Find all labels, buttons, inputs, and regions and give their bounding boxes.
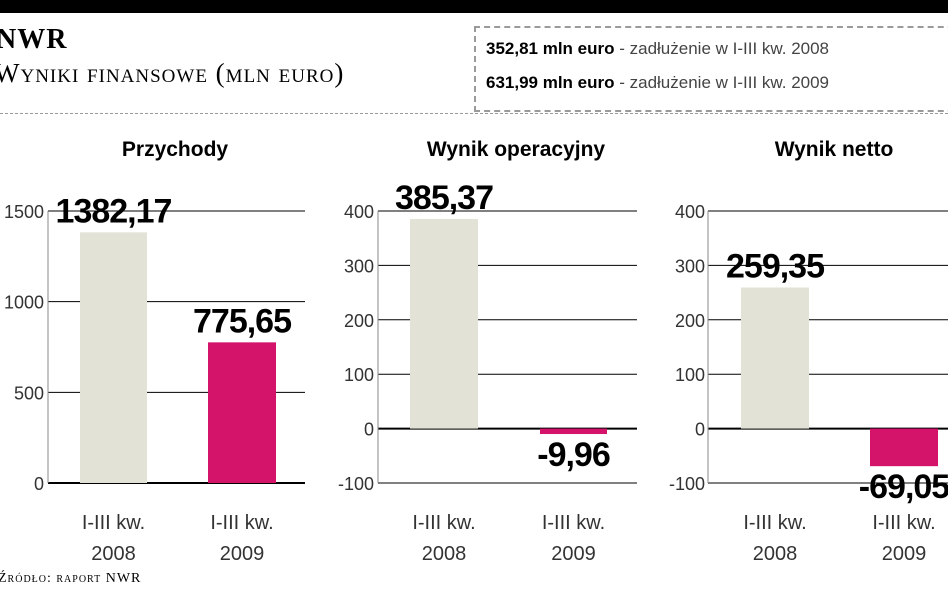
chart-title: Przychody bbox=[122, 138, 229, 161]
x-category-label: I-III kw. bbox=[743, 512, 806, 534]
y-tick-label: 0 bbox=[34, 474, 44, 494]
y-tick-label: 100 bbox=[344, 365, 374, 385]
bar-2008 bbox=[80, 232, 147, 483]
debt-text-2008: - zadłużenie w I-III kw. 2008 bbox=[614, 39, 830, 58]
y-tick-label: 0 bbox=[364, 420, 374, 440]
company-name: NWR bbox=[0, 24, 68, 55]
bar-value-label: 385,37 bbox=[395, 179, 493, 217]
y-tick-label: 200 bbox=[344, 311, 374, 331]
debt-row-2008: 352,81 mln euro - zadłużenie w I-III kw.… bbox=[486, 38, 829, 60]
y-tick-label: -100 bbox=[669, 474, 705, 494]
bar-value-label: 259,35 bbox=[726, 248, 824, 286]
y-tick-label: 400 bbox=[344, 202, 374, 222]
bar-2008 bbox=[741, 287, 809, 429]
y-tick-label: 1500 bbox=[4, 202, 44, 222]
debt-row-2009: 631,99 mln euro - zadłużenie w I-III kw.… bbox=[486, 72, 829, 94]
top-black-bar bbox=[0, 0, 948, 13]
x-category-label: 2008 bbox=[753, 543, 798, 565]
y-tick-label: 0 bbox=[695, 420, 705, 440]
y-tick-label: 1000 bbox=[4, 293, 44, 313]
x-category-label: I-III kw. bbox=[872, 512, 935, 534]
chart-title: Wynik netto bbox=[775, 138, 894, 161]
source-note: Źródło: raport NWR bbox=[0, 571, 142, 586]
debt-info-box: 352,81 mln euro - zadłużenie w I-III kw.… bbox=[474, 26, 948, 112]
y-tick-label: -100 bbox=[338, 474, 374, 494]
debt-amount-2008: 352,81 mln euro bbox=[486, 39, 615, 58]
x-category-label: I-III kw. bbox=[82, 512, 145, 534]
debt-amount-2009: 631,99 mln euro bbox=[486, 73, 615, 92]
bar-value-label: 775,65 bbox=[193, 302, 291, 340]
y-tick-label: 300 bbox=[344, 256, 374, 276]
x-category-label: 2009 bbox=[220, 543, 265, 565]
x-category-label: I-III kw. bbox=[210, 512, 273, 534]
bar-value-label: 1382,17 bbox=[56, 192, 172, 230]
y-tick-label: 200 bbox=[675, 311, 705, 331]
page-subtitle: Wyniki finansowe (mln euro) bbox=[0, 58, 345, 88]
x-category-label: 2009 bbox=[882, 543, 927, 565]
header-separator bbox=[0, 113, 948, 114]
bar-2009 bbox=[870, 428, 938, 467]
bar-2008 bbox=[410, 218, 478, 429]
x-category-label: I-III kw. bbox=[542, 512, 605, 534]
bar-2009 bbox=[540, 428, 607, 435]
y-tick-label: 500 bbox=[14, 383, 44, 403]
debt-text-2009: - zadłużenie w I-III kw. 2009 bbox=[614, 73, 830, 92]
bar-value-label: -69,05 bbox=[859, 468, 948, 506]
bar-value-label: -9,96 bbox=[537, 436, 610, 474]
chart-title: Wynik operacyjny bbox=[427, 138, 606, 161]
x-category-label: 2008 bbox=[91, 543, 136, 565]
x-category-label: 2009 bbox=[551, 543, 596, 565]
y-tick-label: 300 bbox=[675, 256, 705, 276]
x-category-label: 2008 bbox=[422, 543, 467, 565]
y-tick-label: 100 bbox=[675, 365, 705, 385]
x-category-label: I-III kw. bbox=[412, 512, 475, 534]
y-tick-label: 400 bbox=[675, 202, 705, 222]
bar-2009 bbox=[208, 342, 276, 483]
